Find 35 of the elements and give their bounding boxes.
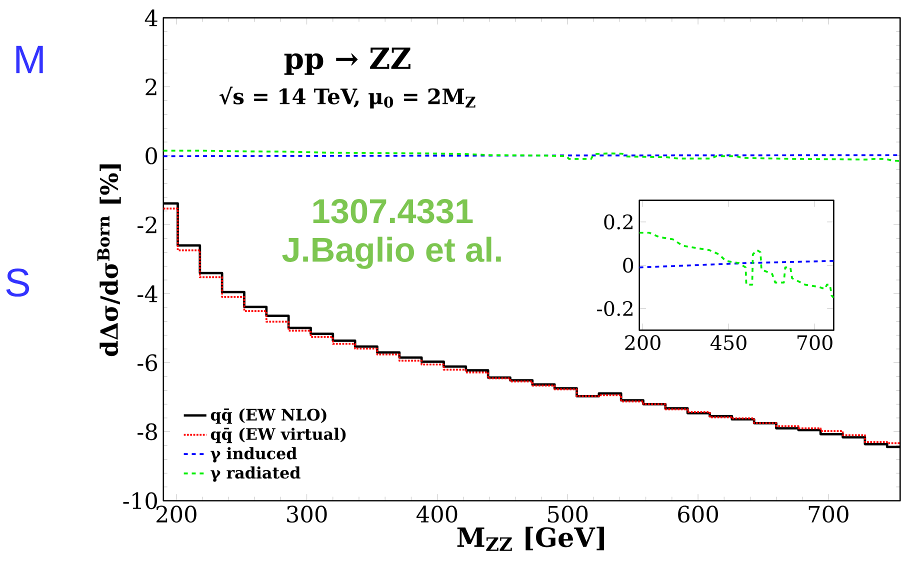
x-tick-label: 450: [710, 335, 746, 350]
text: S: [6, 268, 30, 297]
y-tick-label: 0: [146, 147, 157, 164]
y-tick-label: -4: [138, 285, 158, 302]
y-tick-label: 0.2: [604, 214, 632, 230]
line-series: [639, 232, 834, 299]
line-series: [639, 260, 834, 268]
y-tick-label: -8: [138, 423, 157, 440]
x-tick-label: 500: [548, 506, 588, 523]
legend-label: γ radiated: [210, 466, 300, 482]
text: √s = 14 TeV, μ$_{0}$ = 2M$_{Z}$: [219, 86, 476, 108]
y-tick-label: -6: [138, 354, 158, 372]
x-tick-label: 200: [156, 506, 196, 523]
x-tick-label: 700: [808, 506, 848, 523]
y-tick-label: 4: [144, 9, 158, 26]
line-series: [163, 150, 900, 162]
y-tick-label: -0.2: [597, 300, 632, 316]
y-axis-title: dΔσ/dσ$^{Born}$ [%]: [97, 164, 121, 356]
annotation: 1307.4331: [313, 198, 473, 224]
text: M: [16, 46, 43, 74]
x-tick-label: 600: [678, 506, 718, 523]
legend-label: qq̄ (EW virtual): [210, 428, 346, 444]
legend-label: qq̄ (EW NLO): [210, 408, 326, 424]
y-tick-label: 0: [623, 258, 634, 273]
legend-label: γ induced: [210, 447, 297, 462]
x-tick-label: 200: [625, 335, 660, 350]
text: pp → ZZ: [284, 48, 410, 75]
y-tick-label: 2: [146, 78, 156, 96]
x-axis-title: M$_{ZZ}$ [GeV]: [457, 526, 604, 551]
y-tick-label: -2: [138, 216, 156, 234]
x-tick-label: 300: [287, 506, 327, 523]
x-tick-label: 400: [416, 506, 458, 523]
x-tick-label: 700: [798, 335, 832, 350]
annotation: J.Baglio et al.: [282, 236, 501, 269]
y-tick-label: -10: [123, 492, 157, 510]
